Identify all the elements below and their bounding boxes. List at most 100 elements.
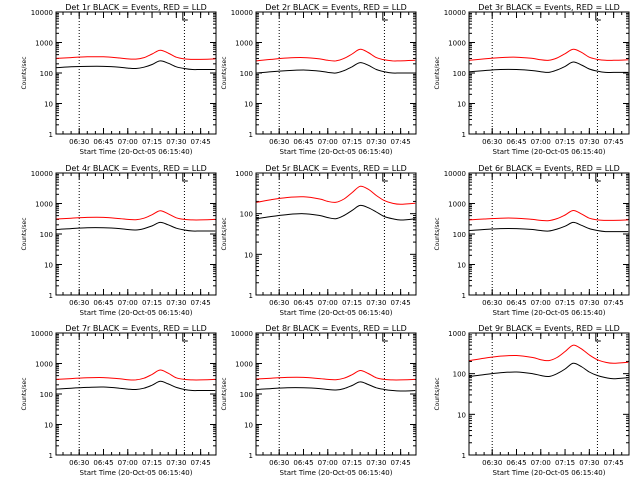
y-tick-label: 1000: [235, 361, 253, 369]
x-axis-label: Start Time (20-Oct-05 06:15:40): [493, 309, 606, 317]
x-tick-label: 07:15: [142, 138, 162, 146]
top-marker: [182, 173, 188, 182]
x-tick-label: 07:15: [142, 299, 162, 307]
x-tick-label: 06:45: [506, 299, 526, 307]
top-marker: [382, 173, 388, 182]
y-tick-label: 10: [244, 422, 253, 430]
x-tick-label: 06:45: [293, 138, 313, 146]
x-tick-label: 07:30: [366, 299, 386, 307]
x-tick-label: 07:00: [118, 299, 138, 307]
y-axis-label: Counts/sec: [434, 56, 441, 89]
x-tick-label: 07:15: [342, 138, 362, 146]
x-tick-label: 07:30: [166, 299, 186, 307]
y-tick-label: 10: [244, 251, 253, 259]
x-tick-label: 07:15: [555, 299, 575, 307]
lld-series-line: [56, 49, 216, 60]
lld-series-line: [469, 344, 629, 364]
events-series-line: [256, 204, 416, 221]
x-tick-label: 06:45: [293, 459, 313, 467]
y-tick-label: 10000: [231, 9, 253, 17]
x-tick-label: 07:30: [366, 459, 386, 467]
x-tick-label: 07:30: [579, 138, 599, 146]
lld-series-line: [56, 369, 216, 381]
y-tick-label: 10000: [444, 170, 466, 178]
events-series-line: [256, 62, 416, 74]
x-tick-label: 07:00: [318, 459, 338, 467]
lld-series-line: [56, 210, 216, 221]
top-marker: [595, 12, 601, 21]
y-tick-label: 1000: [235, 40, 253, 48]
x-tick-label: 07:45: [604, 138, 624, 146]
y-tick-label: 100: [240, 211, 253, 219]
y-axis-label: Counts/sec: [221, 56, 228, 89]
x-tick-label: 06:30: [269, 138, 289, 146]
top-marker: [595, 173, 601, 182]
y-tick-label: 10: [44, 422, 53, 430]
x-axis-label: Start Time (20-Oct-05 06:15:40): [280, 309, 393, 317]
events-series-line: [469, 362, 629, 380]
y-tick-label: 100: [453, 371, 466, 379]
x-tick-label: 07:00: [118, 138, 138, 146]
y-tick-label: 1000: [448, 40, 466, 48]
events-series-line: [56, 380, 216, 392]
x-tick-label: 07:30: [579, 459, 599, 467]
chart-title: Det 9r BLACK = Events, RED = LLD: [478, 324, 620, 333]
chart-title: Det 5r BLACK = Events, RED = LLD: [265, 164, 407, 173]
x-tick-label: 06:30: [69, 138, 89, 146]
x-tick-label: 06:45: [93, 459, 113, 467]
chart-title: Det 6r BLACK = Events, RED = LLD: [478, 164, 620, 173]
x-axis-label: Start Time (20-Oct-05 06:15:40): [280, 469, 393, 477]
chart-panel: Det 4r BLACK = Events, RED = LLD 1 10 100 10…: [21, 164, 217, 317]
y-axis-label: Counts/sec: [21, 217, 28, 250]
chart-title: Det 3r BLACK = Events, RED = LLD: [478, 3, 620, 12]
x-tick-label: 06:30: [69, 299, 89, 307]
y-tick-label: 10: [457, 101, 466, 109]
x-tick-label: 07:15: [555, 138, 575, 146]
x-tick-label: 06:30: [69, 459, 89, 467]
x-tick-label: 06:45: [506, 138, 526, 146]
chart-title: Det 4r BLACK = Events, RED = LLD: [65, 164, 207, 173]
y-tick-label: 10: [457, 262, 466, 270]
x-tick-label: 06:30: [482, 138, 502, 146]
y-axis-label: Counts/sec: [434, 217, 441, 250]
x-tick-label: 07:00: [318, 138, 338, 146]
x-tick-label: 07:00: [118, 459, 138, 467]
x-tick-label: 07:00: [531, 459, 551, 467]
x-tick-label: 07:45: [604, 459, 624, 467]
y-tick-label: 1000: [35, 201, 53, 209]
y-tick-label: 100: [40, 391, 53, 399]
events-series-line: [56, 60, 216, 71]
chart-panel: Det 7r BLACK = Events, RED = LLD 1 10 100 10…: [21, 324, 217, 477]
y-tick-label: 100: [40, 231, 53, 239]
x-tick-label: 07:30: [579, 299, 599, 307]
chart-panel: Det 1r BLACK = Events, RED = LLD 1 10 100 10…: [21, 3, 217, 156]
lld-series-line: [469, 48, 629, 61]
top-marker: [382, 333, 388, 342]
y-tick-label: 10: [44, 262, 53, 270]
y-tick-label: 1000: [235, 170, 253, 178]
chart-panel: Det 5r BLACK = Events, RED = LLD 1 10 100 10…: [221, 164, 417, 317]
y-tick-label: 1: [49, 452, 53, 460]
y-tick-label: 10000: [31, 170, 53, 178]
y-tick-label: 1: [249, 452, 253, 460]
y-tick-label: 10: [44, 101, 53, 109]
y-tick-label: 1: [249, 292, 253, 300]
plot-frame: [468, 172, 630, 296]
y-tick-label: 1: [49, 292, 53, 300]
lld-series-line: [469, 209, 629, 222]
x-tick-label: 06:45: [506, 459, 526, 467]
chart-panel: Det 9r BLACK = Events, RED = LLD 1 10 100 10…: [434, 324, 630, 477]
x-tick-label: 06:30: [269, 459, 289, 467]
x-tick-label: 07:45: [391, 138, 411, 146]
x-tick-label: 07:00: [531, 138, 551, 146]
plot-frame: [255, 332, 417, 456]
plot-frame: [468, 11, 630, 135]
x-tick-label: 07:45: [191, 459, 211, 467]
x-tick-label: 07:15: [555, 459, 575, 467]
chart-panel: Det 2r BLACK = Events, RED = LLD 1 10 100 10…: [221, 3, 417, 156]
y-tick-label: 1: [462, 452, 466, 460]
x-tick-label: 06:45: [93, 299, 113, 307]
y-tick-label: 10000: [31, 330, 53, 338]
y-tick-label: 1000: [35, 361, 53, 369]
x-tick-label: 06:45: [93, 138, 113, 146]
